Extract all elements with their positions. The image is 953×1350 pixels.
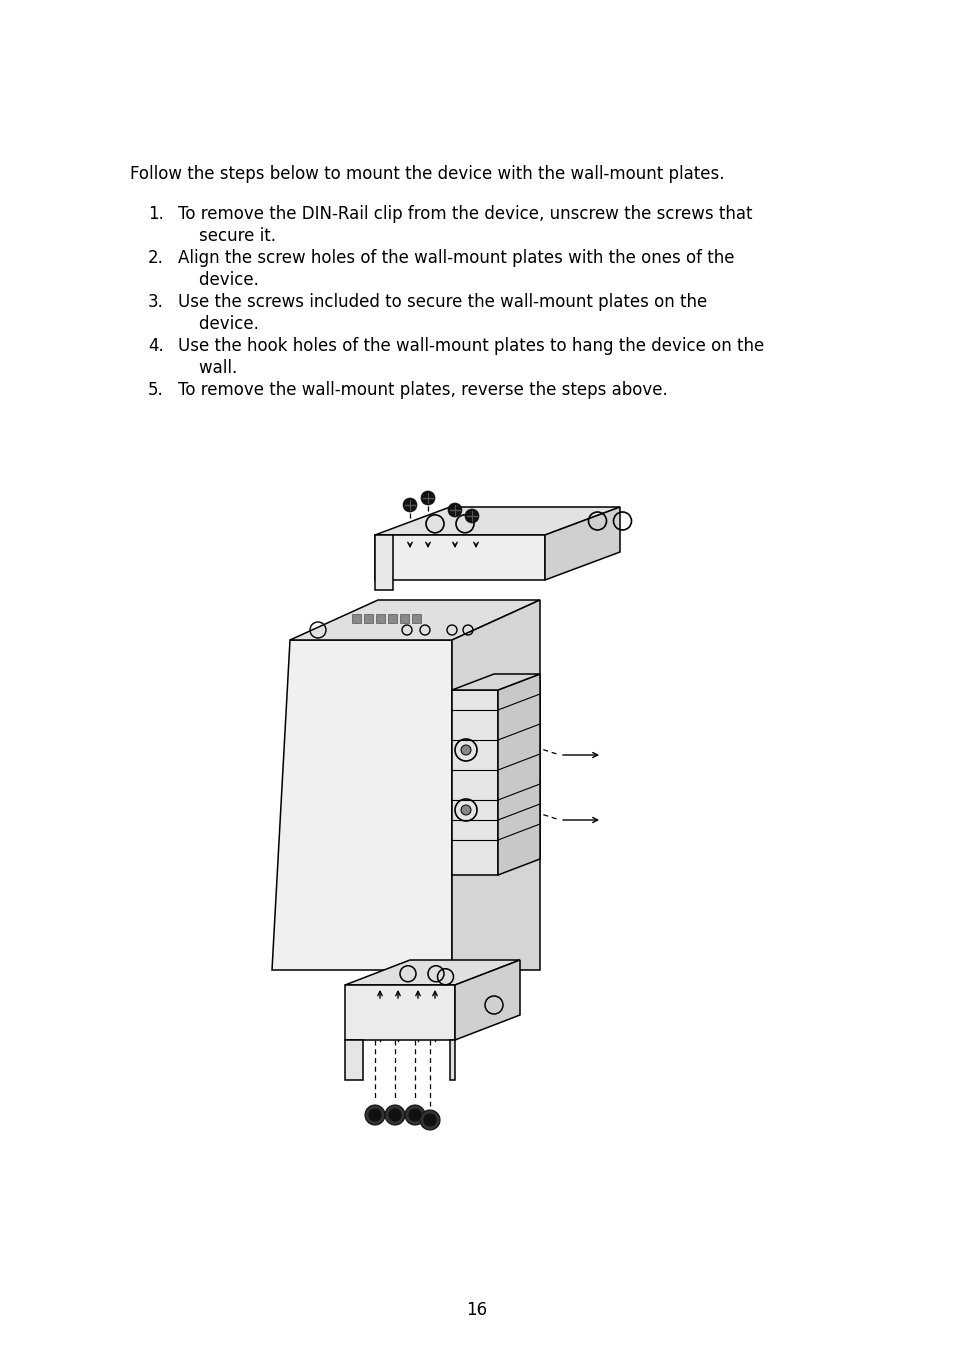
Text: 4.: 4. [148,338,164,355]
Text: device.: device. [178,271,258,289]
Circle shape [460,745,471,755]
Polygon shape [272,640,452,971]
Polygon shape [452,690,497,875]
Text: 3.: 3. [148,293,164,310]
Circle shape [460,805,471,815]
Circle shape [420,491,435,505]
Text: Follow the steps below to mount the device with the wall-mount plates.: Follow the steps below to mount the devi… [130,165,723,184]
Circle shape [388,1108,401,1122]
Circle shape [368,1108,381,1122]
Polygon shape [375,614,385,622]
Polygon shape [345,1040,363,1080]
Text: device.: device. [178,315,258,333]
Circle shape [464,509,478,522]
Circle shape [405,1106,424,1125]
Text: 16: 16 [466,1301,487,1319]
Circle shape [422,1112,436,1127]
Polygon shape [375,535,544,580]
Text: Align the screw holes of the wall-mount plates with the ones of the: Align the screw holes of the wall-mount … [178,248,734,267]
Polygon shape [388,614,396,622]
Text: 2.: 2. [148,248,164,267]
Polygon shape [399,614,409,622]
Circle shape [385,1106,405,1125]
Polygon shape [455,960,519,1040]
Polygon shape [452,599,539,971]
Polygon shape [290,599,539,640]
Text: Use the hook holes of the wall-mount plates to hang the device on the: Use the hook holes of the wall-mount pla… [178,338,763,355]
Circle shape [448,504,461,517]
Text: Use the screws included to secure the wall-mount plates on the: Use the screws included to secure the wa… [178,293,706,310]
Circle shape [402,498,416,512]
Polygon shape [412,614,420,622]
Polygon shape [352,614,360,622]
Polygon shape [375,535,393,590]
Polygon shape [375,508,619,535]
Polygon shape [345,986,455,1040]
Polygon shape [452,674,539,690]
Polygon shape [497,674,539,875]
Polygon shape [364,614,373,622]
Circle shape [419,1110,439,1130]
Polygon shape [544,508,619,580]
Circle shape [365,1106,385,1125]
Text: wall.: wall. [178,359,237,377]
Text: 5.: 5. [148,381,164,400]
Text: To remove the DIN-Rail clip from the device, unscrew the screws that: To remove the DIN-Rail clip from the dev… [178,205,752,223]
Polygon shape [345,960,519,985]
Text: To remove the wall-mount plates, reverse the steps above.: To remove the wall-mount plates, reverse… [178,381,667,400]
Text: 1.: 1. [148,205,164,223]
Polygon shape [450,1040,455,1080]
Circle shape [408,1108,421,1122]
Text: secure it.: secure it. [178,227,275,244]
